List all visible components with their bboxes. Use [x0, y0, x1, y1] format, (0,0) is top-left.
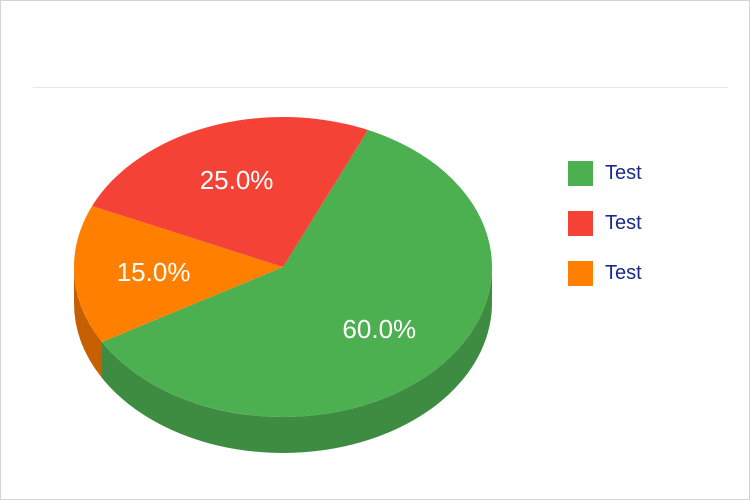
legend: Test Test Test: [568, 159, 642, 309]
pie-tops: [74, 117, 493, 417]
pie-slice[interactable]: [102, 129, 493, 417]
legend-item[interactable]: Test: [568, 159, 642, 187]
pie-slice[interactable]: [92, 117, 369, 267]
legend-label: Test: [605, 211, 642, 234]
header-divider: [33, 87, 728, 88]
legend-swatch: [568, 160, 593, 186]
pie-slice-side: [74, 267, 103, 378]
legend-label: Test: [605, 261, 642, 284]
pie-slice[interactable]: [74, 205, 283, 342]
legend-swatch: [568, 210, 593, 236]
pie-sides: [74, 267, 492, 453]
pie-slice-label: 25.0%: [200, 165, 274, 195]
legend-label: Test: [605, 161, 642, 184]
legend-item[interactable]: Test: [568, 209, 642, 237]
pie-slice-label: 15.0%: [117, 257, 191, 287]
pie-slice-label: 60.0%: [342, 314, 416, 344]
pie-slice-side: [102, 267, 492, 453]
pie-labels: 60.0% 15.0% 25.0%: [117, 165, 416, 344]
legend-item[interactable]: Test: [568, 259, 642, 287]
legend-swatch: [568, 260, 593, 286]
